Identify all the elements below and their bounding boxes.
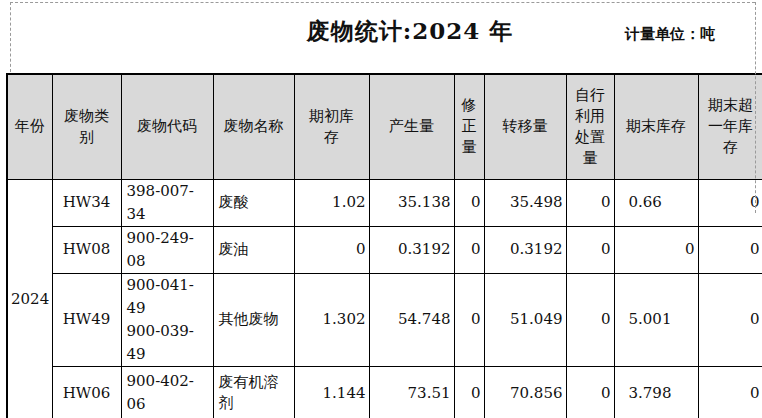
corrected-cell[interactable]: 0 [454, 226, 484, 273]
over-one-year-cell[interactable]: 0 [698, 226, 762, 273]
over-one-year-cell[interactable]: 0 [698, 366, 762, 418]
name-cell[interactable]: 其他废物 [213, 273, 294, 366]
header-closing[interactable]: 期末库存 [614, 74, 698, 179]
header-name[interactable]: 废物名称 [213, 74, 294, 179]
corrected-cell[interactable]: 0 [454, 273, 484, 366]
transferred-cell[interactable]: 0.3192 [484, 226, 566, 273]
name-cell[interactable]: 废油 [213, 226, 294, 273]
code-cell[interactable]: 398-007-34 [121, 179, 213, 226]
table-row: HW49 900-041-49 900-039-49 其他废物 1.302 54… [7, 273, 762, 366]
closing-cell[interactable]: 0.66 [614, 179, 698, 226]
opening-cell[interactable]: 1.144 [294, 366, 369, 418]
header-self-disposed[interactable]: 自行 利用 处置 量 [566, 74, 614, 179]
category-cell[interactable]: HW34 [52, 179, 121, 226]
header-year[interactable]: 年份 [7, 74, 52, 179]
spreadsheet-page: 废物统计:2024 年 计量单位：吨 年份 废物类 别 废物代码 废物名称 期初… [0, 0, 762, 418]
transferred-cell[interactable]: 35.498 [484, 179, 566, 226]
self-disposed-cell[interactable]: 0 [566, 226, 614, 273]
over-one-year-cell[interactable]: 0 [698, 179, 762, 226]
opening-cell[interactable]: 1.302 [294, 273, 369, 366]
opening-cell[interactable]: 0 [294, 226, 369, 273]
header-over-one-year[interactable]: 期末超 一年库 存 [698, 74, 762, 179]
table-row: 2024 HW34 398-007-34 废酸 1.02 35.138 0 35… [7, 179, 762, 226]
opening-cell[interactable]: 1.02 [294, 179, 369, 226]
corrected-cell[interactable]: 0 [454, 366, 484, 418]
code-cell[interactable]: 900-402-06 [121, 366, 213, 418]
table-row: HW06 900-402-06 废有机溶剂 1.144 73.51 0 70.8… [7, 366, 762, 418]
page-break-dashed-top [10, 2, 755, 3]
self-disposed-cell[interactable]: 0 [566, 273, 614, 366]
code-cell[interactable]: 900-041-49 900-039-49 [121, 273, 213, 366]
name-cell[interactable]: 废有机溶剂 [213, 366, 294, 418]
page-break-dashed-right [755, 2, 756, 213]
header-corrected[interactable]: 修 正 量 [454, 74, 484, 179]
closing-cell[interactable]: 0 [614, 226, 698, 273]
category-cell[interactable]: HW06 [52, 366, 121, 418]
header-opening[interactable]: 期初库 存 [294, 74, 369, 179]
transferred-cell[interactable]: 51.049 [484, 273, 566, 366]
table-row: HW08 900-249-08 废油 0 0.3192 0 0.3192 0 0… [7, 226, 762, 273]
generated-cell[interactable]: 0.3192 [369, 226, 454, 273]
header-generated[interactable]: 产生量 [369, 74, 454, 179]
closing-cell[interactable]: 5.001 [614, 273, 698, 366]
header-category[interactable]: 废物类 别 [52, 74, 121, 179]
transferred-cell[interactable]: 70.856 [484, 366, 566, 418]
category-cell[interactable]: HW49 [52, 273, 121, 366]
category-cell[interactable]: HW08 [52, 226, 121, 273]
name-cell[interactable]: 废酸 [213, 179, 294, 226]
code-cell[interactable]: 900-249-08 [121, 226, 213, 273]
generated-cell[interactable]: 54.748 [369, 273, 454, 366]
generated-cell[interactable]: 35.138 [369, 179, 454, 226]
header-transferred[interactable]: 转移量 [484, 74, 566, 179]
self-disposed-cell[interactable]: 0 [566, 366, 614, 418]
year-cell[interactable]: 2024 [7, 179, 52, 418]
header-code[interactable]: 废物代码 [121, 74, 213, 179]
over-one-year-cell[interactable]: 0 [698, 273, 762, 366]
corrected-cell[interactable]: 0 [454, 179, 484, 226]
self-disposed-cell[interactable]: 0 [566, 179, 614, 226]
generated-cell[interactable]: 73.51 [369, 366, 454, 418]
closing-cell[interactable]: 3.798 [614, 366, 698, 418]
header-row: 年份 废物类 别 废物代码 废物名称 期初库 存 产生量 修 正 量 转移量 自… [7, 74, 762, 179]
waste-statistics-table: 年份 废物类 别 废物代码 废物名称 期初库 存 产生量 修 正 量 转移量 自… [6, 73, 762, 418]
page-break-dashed-left [10, 2, 11, 72]
unit-label: 计量单位：吨 [625, 25, 755, 44]
